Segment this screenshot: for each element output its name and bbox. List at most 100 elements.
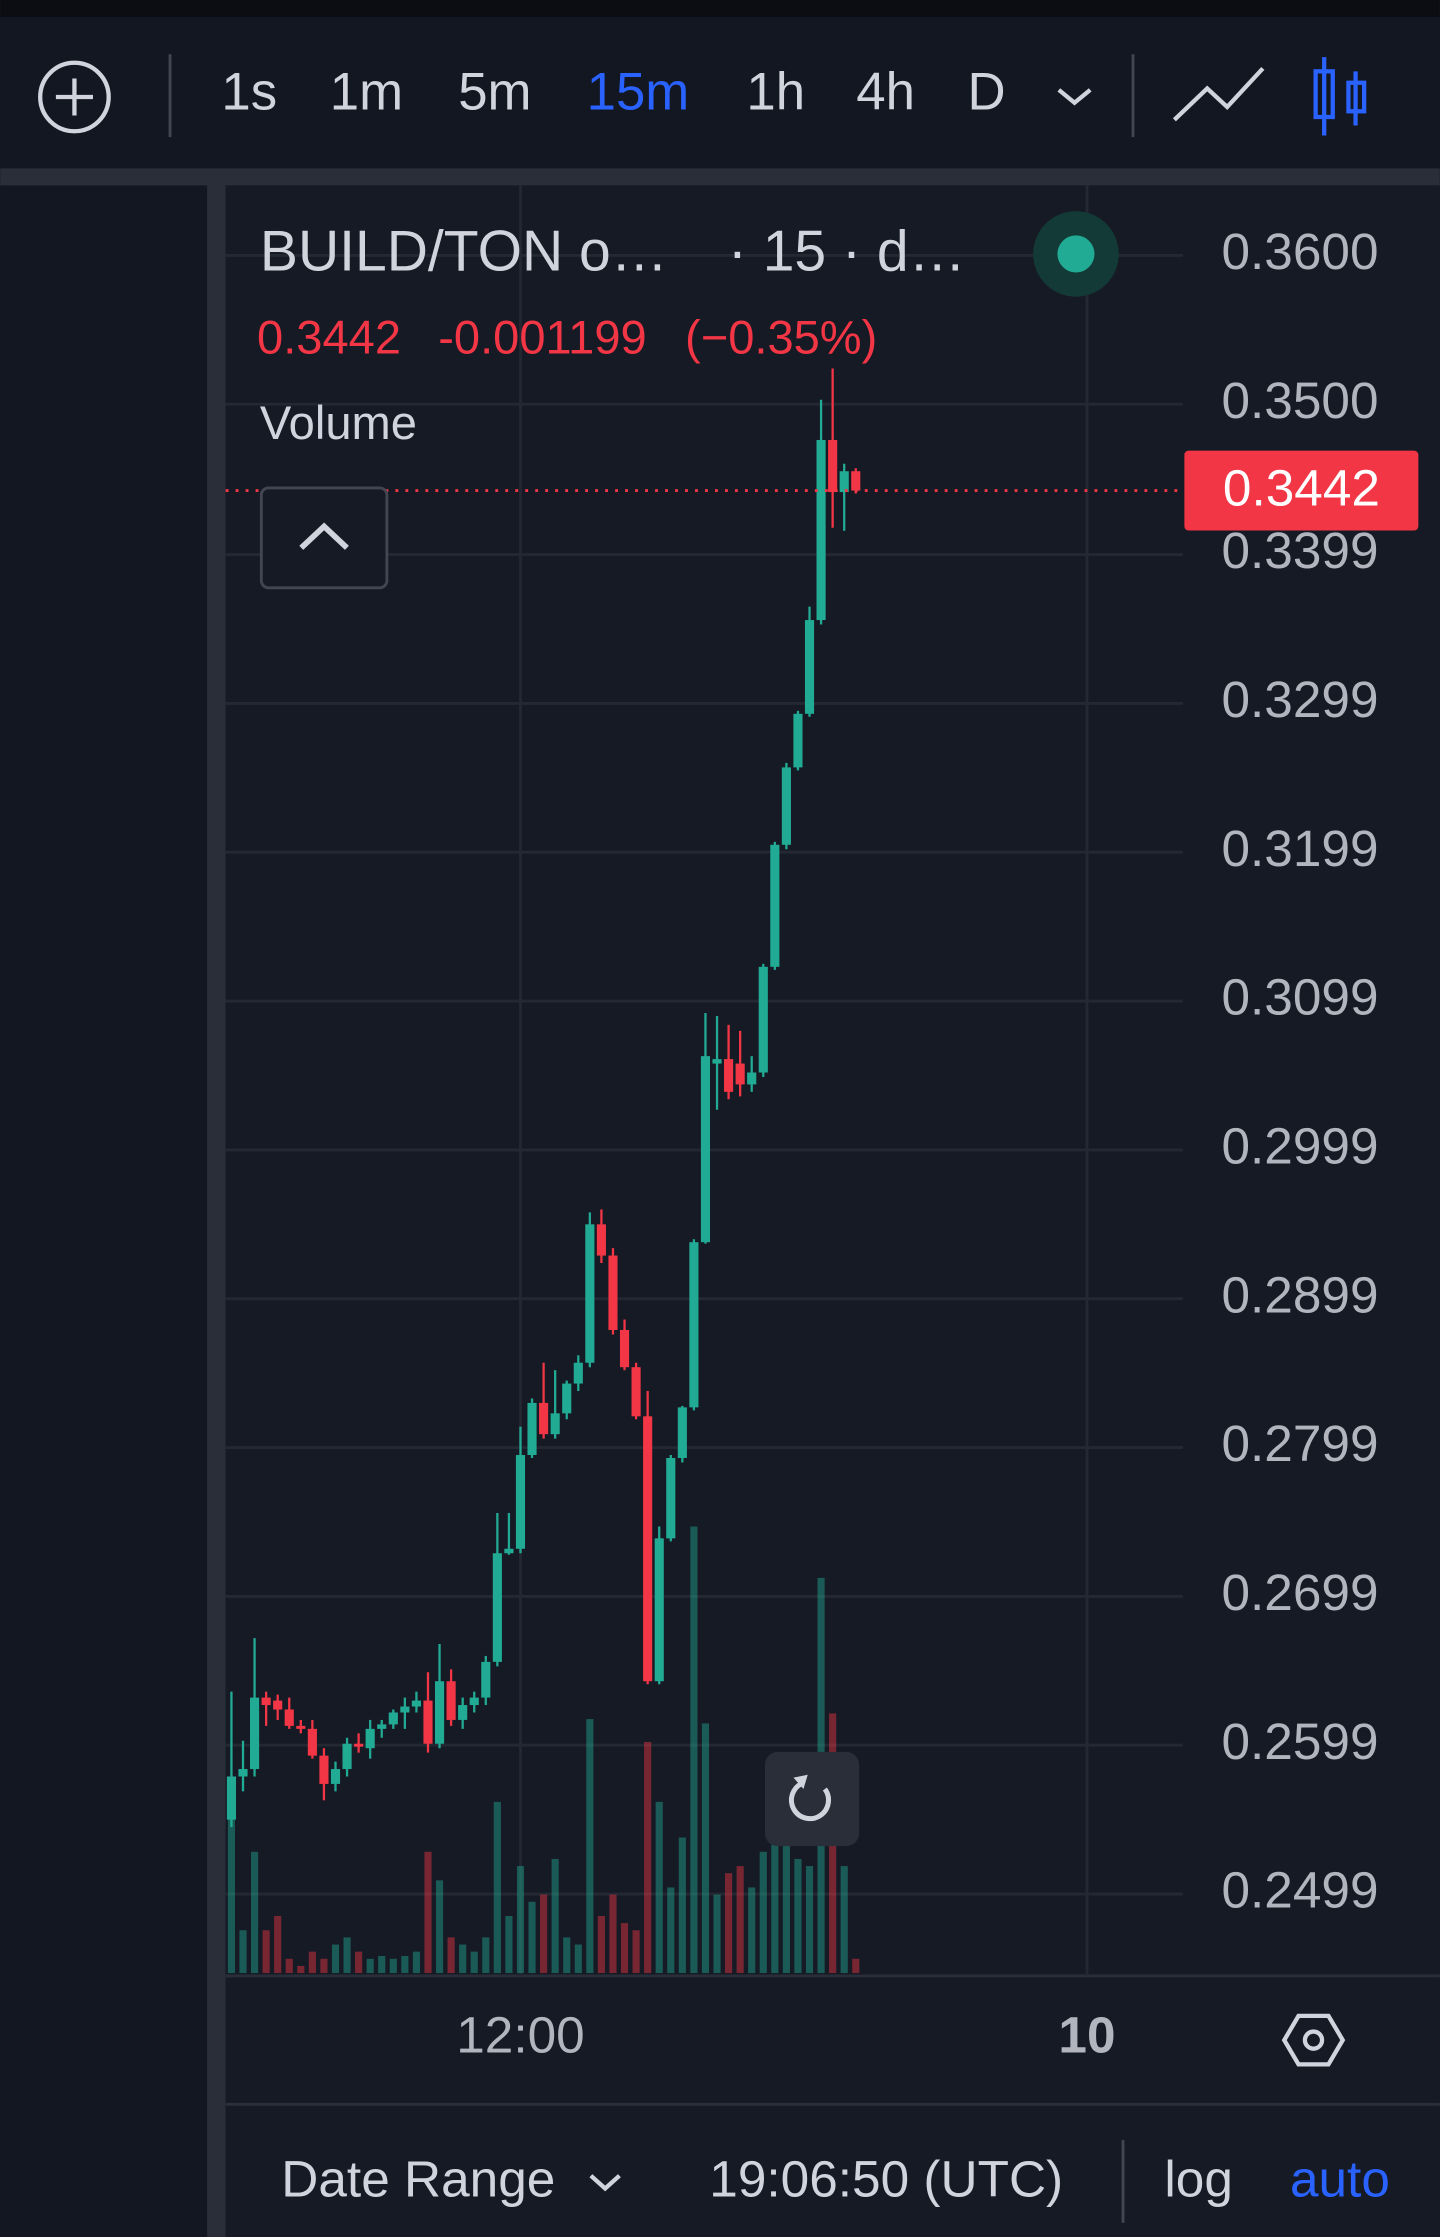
candle-body	[296, 1725, 306, 1729]
candle-body	[700, 1056, 711, 1243]
volume-bar	[701, 1723, 710, 1974]
settings-icon-center	[1302, 2029, 1325, 2051]
candle-body	[573, 1362, 583, 1384]
candle-body	[458, 1705, 468, 1720]
y-tick-label: 0.3299	[1221, 671, 1378, 728]
candle-body	[423, 1700, 433, 1744]
interval-group: 1s 1m 5m 15m 1h 4h D	[221, 63, 1005, 122]
candle-body	[330, 1769, 341, 1784]
candle-chart-button[interactable]	[1313, 57, 1367, 136]
legend-change: -0.001199	[438, 310, 646, 363]
interval-button[interactable]: 1m	[330, 63, 403, 122]
candle-body	[643, 1416, 653, 1682]
auto-toggle[interactable]: auto	[1290, 2150, 1390, 2207]
axes: 0.3600 0.3500 0.3399 0.3299 0.3199 0.3099 0.29…	[225, 223, 1419, 2063]
volume-bar	[771, 1844, 779, 1974]
status-strip	[0, 0, 1440, 18]
volume-bar	[620, 1923, 629, 1974]
candle-body	[677, 1407, 687, 1458]
candle-body	[481, 1661, 491, 1698]
collapse-icon	[299, 522, 349, 550]
volume-bar	[424, 1851, 432, 1974]
volume-bar	[285, 1958, 293, 1974]
volume-bar	[274, 1916, 282, 1974]
volume-bar	[447, 1937, 455, 1974]
indicator-name[interactable]: Volume	[260, 396, 417, 449]
interval-button[interactable]: 4h	[856, 63, 915, 122]
volume-bar	[632, 1930, 640, 1974]
symbol-name[interactable]: BUILD/TON o…	[260, 219, 668, 283]
settings-icon	[1281, 2013, 1346, 2067]
volume-bar	[678, 1837, 686, 1974]
reset-chart-button[interactable]	[764, 1751, 860, 1847]
y-tick-label: 0.3500	[1221, 372, 1378, 429]
candle-body	[539, 1402, 549, 1435]
settings-button[interactable]	[1281, 2013, 1346, 2067]
candles	[226, 368, 861, 1828]
candle-body	[781, 767, 791, 845]
volume-bar	[320, 1958, 328, 1974]
candle-body	[804, 620, 815, 714]
x-tick-label: 10	[1058, 2006, 1115, 2063]
log-toggle[interactable]: log	[1164, 2150, 1233, 2207]
x-tick-label: 12:00	[456, 2006, 584, 2063]
interval-dropdown[interactable]	[1057, 88, 1092, 106]
candle-body	[816, 439, 826, 621]
candle-body	[250, 1697, 260, 1770]
volume-bar	[401, 1955, 409, 1974]
collapse-legend-button[interactable]	[259, 486, 389, 590]
y-tick-label: 0.2699	[1221, 1564, 1378, 1621]
candle-body	[284, 1709, 294, 1726]
volume-bar	[435, 1880, 444, 1974]
volume-bar	[297, 1965, 305, 1974]
volume-bar	[574, 1944, 582, 1974]
panel-divider	[207, 185, 226, 2237]
interval-button[interactable]: 1h	[746, 63, 805, 122]
volume-bar	[505, 1916, 513, 1974]
candle-body	[839, 471, 849, 493]
interval-button[interactable]: D	[968, 63, 1006, 122]
add-button[interactable]	[38, 60, 111, 134]
interval-button[interactable]: 5m	[458, 63, 531, 122]
volume-bar	[227, 1816, 236, 1974]
candle-body	[365, 1728, 375, 1749]
left-panel	[0, 185, 208, 2237]
add-icon	[38, 60, 111, 134]
volume-bar	[378, 1955, 386, 1974]
candle-body	[226, 1776, 237, 1820]
volume-bar	[389, 1958, 397, 1974]
volume-bar	[852, 1958, 860, 1974]
volume-bar	[782, 1787, 790, 1974]
candle-body	[793, 713, 803, 768]
interval-button[interactable]: 15m	[587, 63, 690, 122]
line-chart-button[interactable]	[1172, 67, 1265, 122]
volume-bar	[470, 1951, 478, 1974]
volume-bar	[597, 1916, 605, 1974]
volume-bar	[748, 1887, 756, 1974]
volume-bar	[239, 1930, 247, 1974]
volume-bar	[713, 1894, 721, 1974]
candle-body	[689, 1242, 699, 1408]
last-price-label: 0.3442	[1223, 460, 1380, 517]
interval-button[interactable]: 1s	[221, 63, 277, 122]
candle-body	[770, 844, 780, 967]
volume-bar	[412, 1951, 420, 1974]
clock: 19:06:50 (UTC)	[709, 2150, 1063, 2207]
candle-body	[434, 1681, 445, 1744]
candle-body	[411, 1700, 421, 1707]
volume-bar	[516, 1866, 525, 1974]
candle-body	[504, 1548, 514, 1554]
candle-body	[469, 1697, 479, 1706]
candle-body	[654, 1538, 664, 1682]
volume-bar	[331, 1944, 340, 1974]
volume-bar	[262, 1930, 270, 1974]
volume-bar	[725, 1873, 733, 1974]
candle-icon-body	[1346, 80, 1367, 114]
date-range-button[interactable]: Date Range	[281, 2150, 555, 2207]
volume-bar	[759, 1851, 767, 1974]
candle-body	[758, 966, 768, 1073]
candle-body	[585, 1224, 595, 1363]
volume-bar	[308, 1951, 316, 1974]
candle-body	[724, 1059, 734, 1092]
